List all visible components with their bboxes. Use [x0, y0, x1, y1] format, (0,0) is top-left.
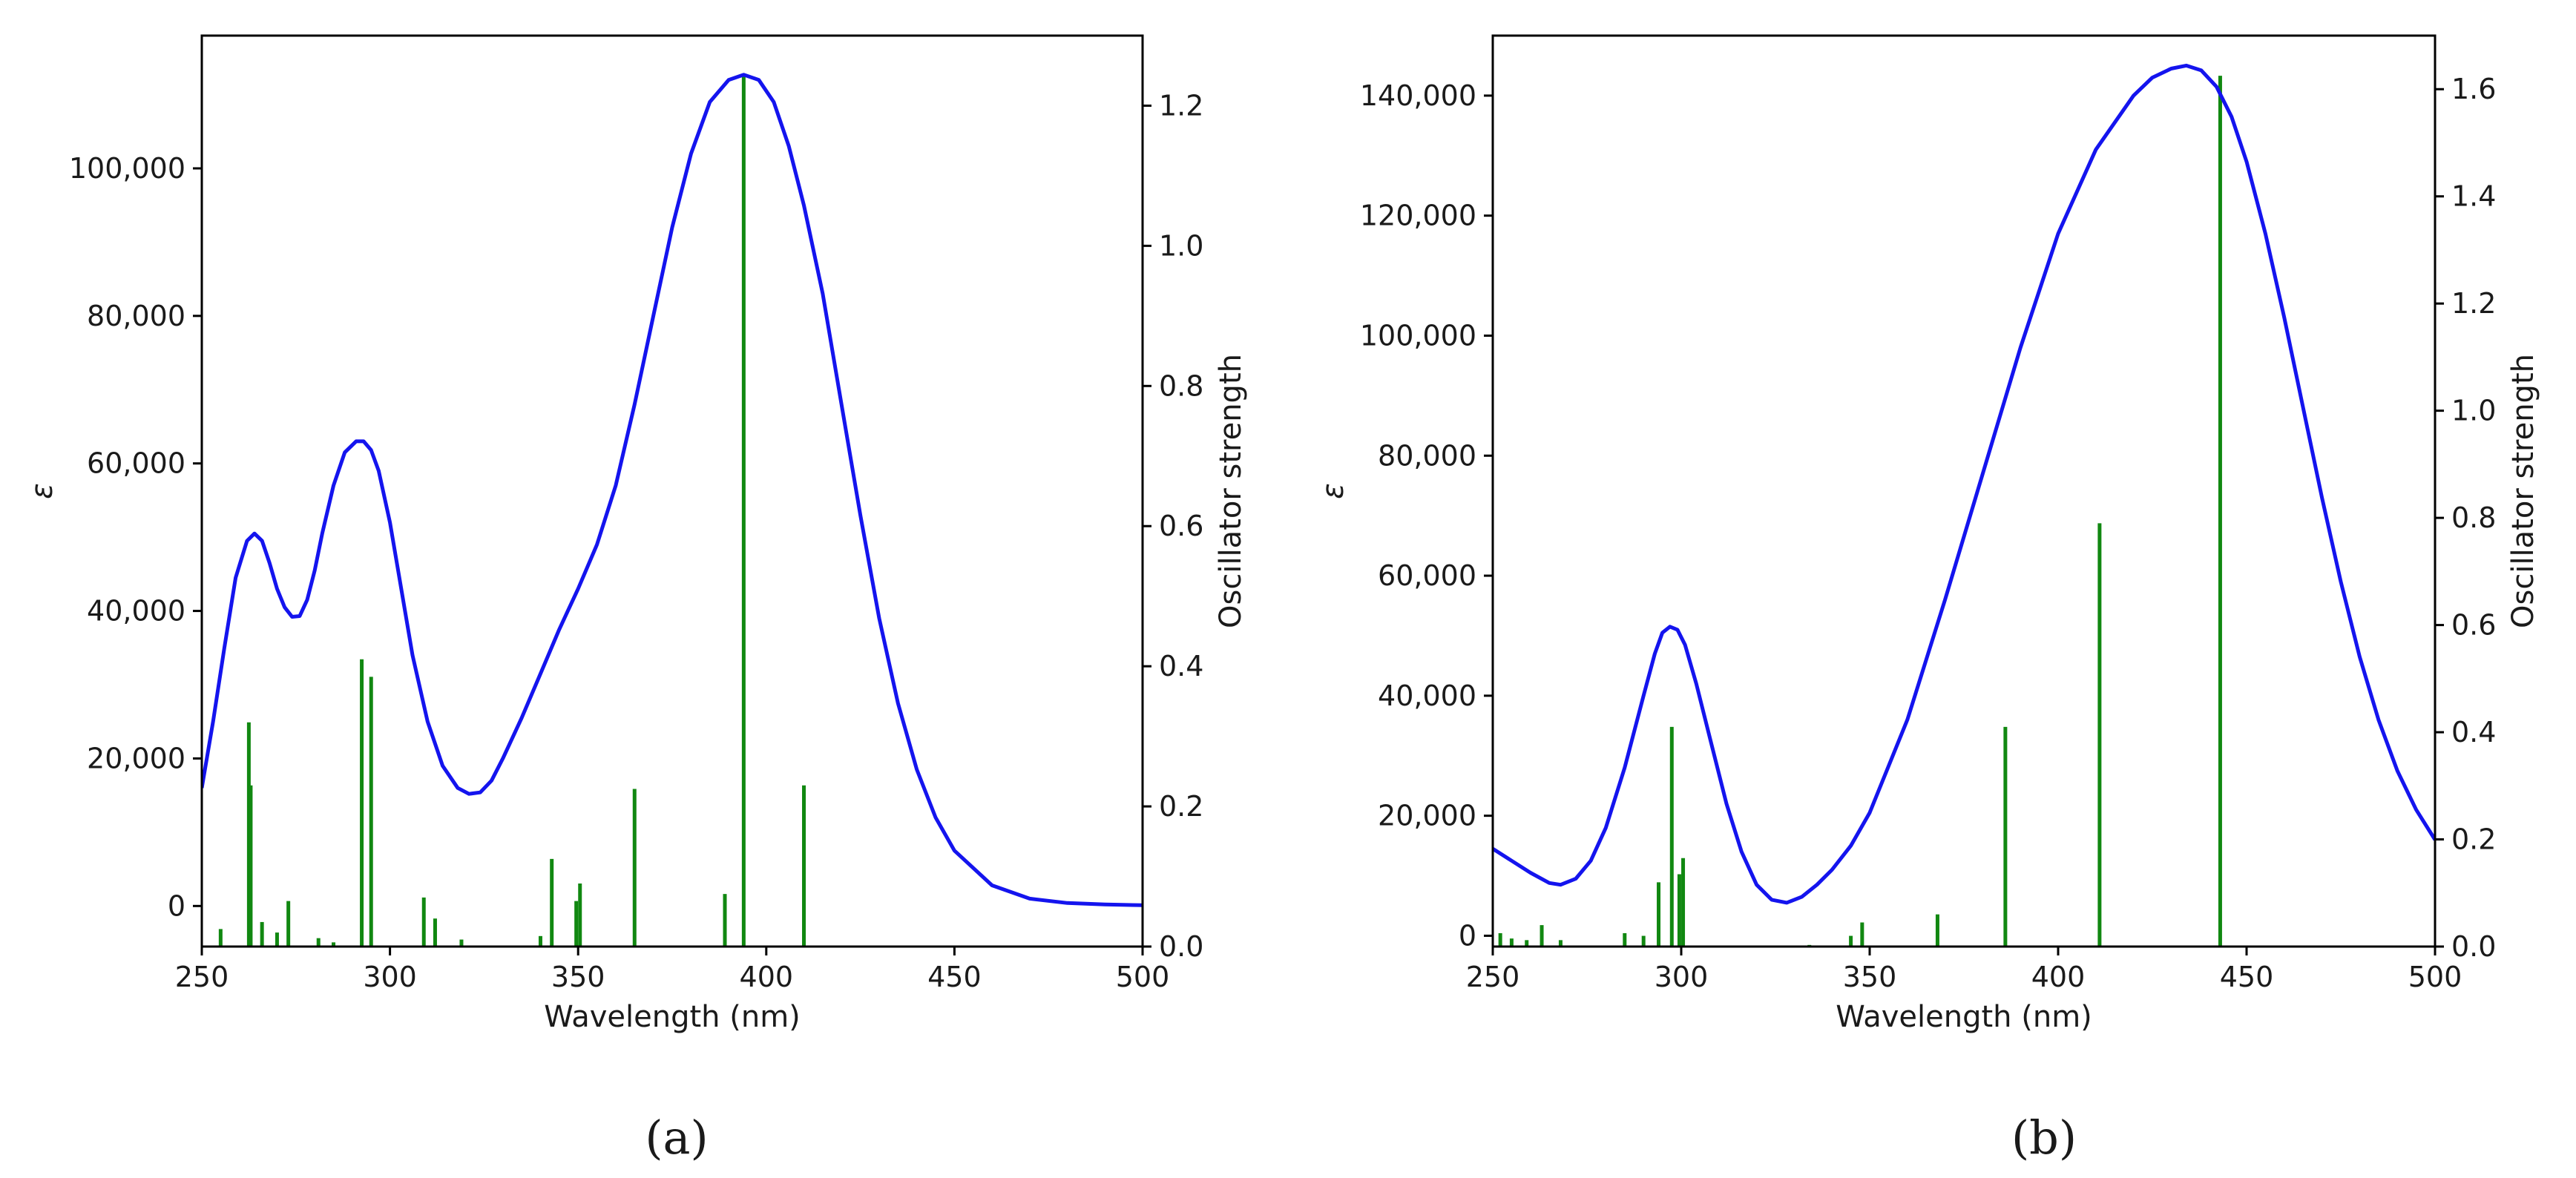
panel-a-y-tick-label: 100,000: [69, 152, 185, 185]
panel-a-x-tick-label: 400: [740, 961, 794, 993]
panel-a-x-tick-label: 300: [363, 961, 417, 993]
panel-b-y2-tick-label: 1.6: [2451, 73, 2496, 105]
panel-a-y2-tick-label: 0.2: [1159, 790, 1203, 823]
panel-a-x-tick-label: 500: [1116, 961, 1170, 993]
panel-b-y-axis-label: ε: [1316, 483, 1350, 499]
panel-b-y2-tick-label: 0.4: [2451, 716, 2496, 748]
panel-b-x-axis-label: Wavelength (nm): [1836, 1000, 2092, 1034]
panel-a-epsilon-curve: [202, 73, 1143, 907]
panel-b-y2-tick-label: 0.2: [2451, 823, 2496, 856]
panel-a-x-tick-label: 350: [551, 961, 605, 993]
panel-b-y-tick-label: 100,000: [1360, 319, 1476, 352]
panel-a-y2-tick-label: 1.0: [1159, 229, 1203, 262]
panel-b-x-tick-label: 250: [1466, 961, 1520, 993]
panel-a-y-tick-label: 40,000: [87, 595, 185, 628]
panel-a-y2-tick-label: 0.4: [1159, 650, 1203, 682]
panel-a-y-tick-label: 20,000: [87, 742, 185, 774]
panel-b-y-tick-label: 40,000: [1378, 680, 1476, 712]
panel-a: 250 300 350 400 450 500 0 20,000 40,000 60,000 80,…: [25, 34, 1248, 1165]
panel-a-plot-area: [202, 73, 1143, 947]
panel-b-y2-tick-label: 0.8: [2451, 501, 2496, 534]
panel-b-y2-axis-label: Oscillator strength: [2506, 354, 2540, 628]
panel-a-x-tick-label: 450: [927, 961, 982, 993]
panel-b-x-tick-label: 450: [2220, 961, 2274, 993]
panel-a-x-axis-label: Wavelength (nm): [544, 1000, 801, 1034]
panel-b-y2-tick-label: 0.0: [2451, 930, 2496, 963]
panel-b-epsilon-curve: [1493, 63, 2435, 905]
panel-b-y2-tick-label: 1.0: [2451, 395, 2496, 427]
panel-b-y-tick-label: 140,000: [1360, 79, 1476, 112]
panel-a-ticks: 250 300 350 400 450 500 0 20,000 40,000 60,000 80,…: [69, 89, 1204, 993]
panel-b-caption: (b): [2011, 1110, 2077, 1165]
panel-b-y2-tick-label: 0.6: [2451, 609, 2496, 642]
panel-b-y2-tick-label: 1.4: [2451, 180, 2496, 213]
panel-b-x-tick-label: 400: [2031, 961, 2086, 993]
panel-a-y2-tick-label: 0.8: [1159, 369, 1203, 402]
panel-b: 250 300 350 400 450 500 0 20,000 40,000 60,000 80,…: [1316, 34, 2540, 1165]
panel-a-y2-tick-label: 0.0: [1159, 930, 1203, 963]
panel-a-y-axis-label: ε: [25, 483, 59, 499]
panel-a-x-tick-label: 250: [175, 961, 229, 993]
panel-a-y-tick-label: 0: [168, 889, 185, 922]
panel-b-ticks: 250 300 350 400 450 500 0 20,000 40,000 60,000 80,…: [1360, 73, 2497, 993]
panel-b-y-tick-label: 120,000: [1360, 200, 1476, 232]
panel-a-frame: [200, 34, 1144, 948]
panel-b-x-tick-label: 350: [1843, 961, 1897, 993]
panel-a-y2-tick-label: 0.6: [1159, 510, 1203, 542]
panel-b-x-tick-label: 300: [1655, 961, 1709, 993]
panel-b-plot-area: [1493, 63, 2435, 947]
panel-b-y-tick-label: 0: [1459, 919, 1476, 952]
panel-a-y2-axis-label: Oscillator strength: [1214, 354, 1248, 628]
panel-a-y2-tick-label: 1.2: [1159, 89, 1203, 122]
panel-b-y-tick-label: 20,000: [1378, 800, 1476, 832]
panel-b-y-tick-label: 80,000: [1378, 439, 1476, 472]
panel-b-y2-tick-label: 1.2: [2451, 287, 2496, 320]
panel-a-y-tick-label: 80,000: [87, 300, 185, 332]
panel-a-caption: (a): [645, 1110, 708, 1165]
panel-a-y-tick-label: 60,000: [87, 447, 185, 480]
panel-b-frame: [1491, 34, 2437, 948]
panel-b-y-tick-label: 60,000: [1378, 559, 1476, 592]
panel-b-x-tick-label: 500: [2408, 961, 2462, 993]
